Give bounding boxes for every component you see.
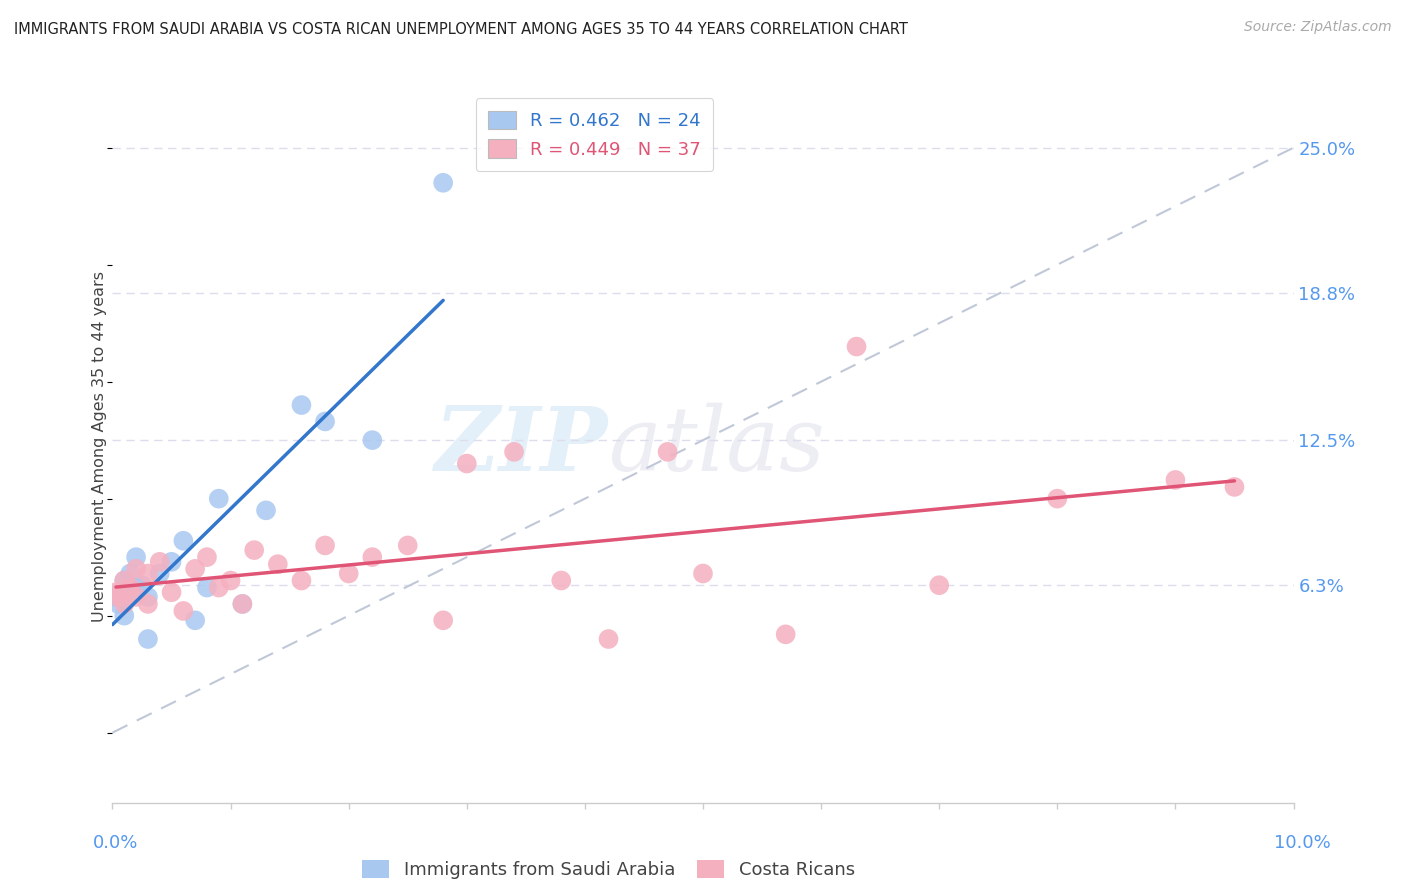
Point <box>231 597 253 611</box>
Point <box>550 574 572 588</box>
Y-axis label: Unemployment Among Ages 35 to 44 years: Unemployment Among Ages 35 to 44 years <box>91 270 107 622</box>
Point <box>432 176 454 190</box>
Point <box>136 632 159 646</box>
Point <box>112 608 135 623</box>
Point <box>112 597 135 611</box>
Text: 0.0%: 0.0% <box>93 834 138 852</box>
Point <box>195 581 218 595</box>
Point <box>208 581 231 595</box>
Point <box>115 590 138 604</box>
Text: atlas: atlas <box>609 402 824 490</box>
Point <box>160 555 183 569</box>
Point <box>1164 473 1187 487</box>
Point <box>172 533 194 548</box>
Point <box>657 445 679 459</box>
Point <box>314 538 336 552</box>
Point <box>131 578 153 592</box>
Point <box>107 597 129 611</box>
Point <box>120 581 142 595</box>
Point <box>1046 491 1069 506</box>
Text: IMMIGRANTS FROM SAUDI ARABIA VS COSTA RICAN UNEMPLOYMENT AMONG AGES 35 TO 44 YEA: IMMIGRANTS FROM SAUDI ARABIA VS COSTA RI… <box>14 22 908 37</box>
Point <box>160 585 183 599</box>
Point <box>231 597 253 611</box>
Point <box>110 585 132 599</box>
Legend: Immigrants from Saudi Arabia, Costa Ricans: Immigrants from Saudi Arabia, Costa Rica… <box>356 853 862 887</box>
Point <box>432 613 454 627</box>
Point <box>598 632 620 646</box>
Point <box>290 574 312 588</box>
Point <box>184 562 207 576</box>
Point <box>503 445 526 459</box>
Point <box>184 613 207 627</box>
Point <box>136 597 159 611</box>
Point <box>125 550 148 565</box>
Point <box>267 557 290 571</box>
Point <box>1223 480 1246 494</box>
Text: 10.0%: 10.0% <box>1274 834 1330 852</box>
Point <box>208 491 231 506</box>
Text: ZIP: ZIP <box>434 403 609 489</box>
Point <box>337 566 360 581</box>
Point <box>361 550 384 565</box>
Point <box>456 457 478 471</box>
Point <box>396 538 419 552</box>
Point <box>195 550 218 565</box>
Point <box>290 398 312 412</box>
Point <box>172 604 194 618</box>
Point <box>112 574 135 588</box>
Point <box>775 627 797 641</box>
Point <box>105 590 128 604</box>
Point <box>125 581 148 595</box>
Point <box>149 555 172 569</box>
Point <box>112 574 135 588</box>
Point <box>361 433 384 447</box>
Point <box>149 566 172 581</box>
Text: Source: ZipAtlas.com: Source: ZipAtlas.com <box>1244 20 1392 34</box>
Point <box>107 590 129 604</box>
Point <box>314 414 336 428</box>
Point <box>136 566 159 581</box>
Point <box>692 566 714 581</box>
Point <box>125 590 148 604</box>
Point <box>219 574 242 588</box>
Point <box>136 590 159 604</box>
Point <box>254 503 277 517</box>
Point <box>243 543 266 558</box>
Point <box>928 578 950 592</box>
Point <box>845 340 868 354</box>
Point <box>105 585 128 599</box>
Point <box>125 562 148 576</box>
Point <box>120 566 142 581</box>
